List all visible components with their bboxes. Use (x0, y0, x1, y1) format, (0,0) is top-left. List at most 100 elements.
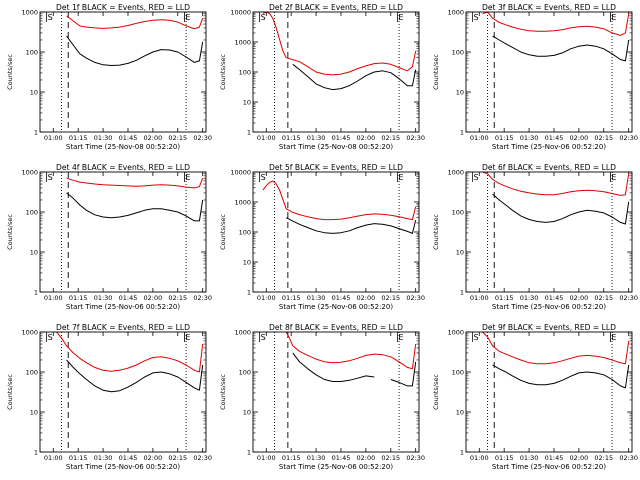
y-tick-label: 1 (247, 288, 251, 296)
y-axis-label: Counts/sec (6, 374, 14, 410)
end-marker-label: E (398, 173, 403, 182)
x-tick-label: 01:00 (470, 134, 489, 142)
y-tick-label: 1 (247, 128, 251, 136)
x-tick-label: 02:30 (406, 294, 425, 302)
x-tick-label: 02:00 (357, 454, 376, 462)
start-marker-label: S (261, 333, 266, 342)
y-tick-label: 1000 (21, 8, 38, 16)
y-axis-label: Counts/sec (6, 214, 14, 250)
x-tick-label: 02:00 (144, 134, 163, 142)
start-marker-label: S (474, 13, 479, 22)
y-tick-label: 1 (460, 128, 464, 136)
chart-title: Det 2f BLACK = Events, RED = LLD (269, 3, 403, 12)
y-axis-label: Counts/sec (219, 374, 227, 410)
start-marker-label: S (48, 13, 53, 22)
lld-series-line (66, 15, 204, 30)
chart-title: Det 6f BLACK = Events, RED = LLD (482, 163, 616, 172)
x-tick-label: 01:30 (307, 134, 326, 142)
start-marker-label: S (474, 173, 479, 182)
y-tick-label: 1000 (21, 168, 38, 176)
x-tick-label: 02:30 (406, 134, 425, 142)
x-tick-label: 01:45 (545, 294, 564, 302)
y-tick-label: 1000 (234, 198, 251, 206)
y-tick-label: 1 (34, 448, 38, 456)
end-marker-label: E (611, 13, 616, 22)
x-tick-label: 01:00 (470, 454, 489, 462)
plot-frame (39, 171, 207, 293)
y-axis-label: Counts/sec (432, 54, 440, 90)
plot-frame (252, 171, 420, 293)
x-tick-label: 02:00 (570, 134, 589, 142)
y-tick-label: 1 (460, 448, 464, 456)
x-tick-label: 01:15 (282, 134, 301, 142)
chart-panel-9: Det 9f BLACK = Events, RED = LLD Counts/s… (432, 323, 638, 471)
plot-frame (252, 11, 420, 133)
x-tick-label: 02:00 (144, 454, 163, 462)
x-tick-label: 01:45 (119, 454, 138, 462)
x-tick-label: 01:45 (545, 454, 564, 462)
x-axis-label: Start Time (25-Nov-06 00:52:20) (66, 463, 180, 471)
x-tick-label: 02:30 (619, 134, 638, 142)
lld-series-line (285, 331, 417, 370)
x-tick-label: 01:15 (282, 294, 301, 302)
lld-series-line (262, 11, 417, 76)
y-tick-label: 10000 (230, 168, 251, 176)
lld-series-line (482, 331, 630, 365)
chart-title: Det 5f BLACK = Events, RED = LLD (269, 163, 403, 172)
y-tick-label: 10000 (230, 8, 251, 16)
x-tick-label: 02:15 (381, 454, 400, 462)
x-tick-label: 02:15 (168, 134, 187, 142)
plot-frame (465, 331, 633, 453)
x-tick-label: 01:45 (119, 294, 138, 302)
chart-title: Det 8f BLACK = Events, RED = LLD (269, 323, 403, 332)
x-tick-label: 01:00 (470, 294, 489, 302)
y-tick-label: 10 (456, 408, 464, 416)
events-series-line (66, 192, 204, 222)
x-axis-label: Start Time (25-Nov-06 00:52:20) (492, 303, 606, 311)
y-tick-label: 1 (247, 448, 251, 456)
x-tick-label: 01:30 (520, 454, 539, 462)
x-tick-label: 01:00 (257, 454, 276, 462)
start-marker-label: S (48, 173, 53, 182)
plot-frame (465, 171, 633, 293)
lld-series-line (482, 11, 630, 36)
x-tick-label: 02:30 (619, 294, 638, 302)
y-tick-label: 1000 (447, 328, 464, 336)
x-tick-label: 01:15 (495, 294, 514, 302)
chart-title: Det 7f BLACK = Events, RED = LLD (56, 323, 190, 332)
events-series-line (492, 35, 630, 62)
lld-series-line (262, 180, 417, 221)
x-tick-label: 02:30 (619, 454, 638, 462)
plot-frame (39, 11, 207, 133)
x-tick-label: 01:15 (69, 134, 88, 142)
x-tick-label: 02:15 (168, 454, 187, 462)
x-axis-label: Start Time (25-Nov-08 00:52:20) (279, 143, 393, 151)
x-axis-label: Start Time (25-Nov-06 00:52:20) (492, 143, 606, 151)
x-tick-label: 02:00 (357, 134, 376, 142)
y-tick-label: 1000 (234, 328, 251, 336)
chart-panel-6: Det 6f BLACK = Events, RED = LLD Counts/s… (432, 163, 638, 311)
start-marker-label: S (261, 13, 266, 22)
chart-title: Det 1f BLACK = Events, RED = LLD (56, 3, 190, 12)
y-tick-label: 1000 (234, 38, 251, 46)
x-tick-label: 02:00 (570, 454, 589, 462)
y-axis-label: Counts/sec (432, 374, 440, 410)
end-marker-label: E (611, 333, 616, 342)
x-tick-label: 02:30 (406, 454, 425, 462)
events-series-line (492, 364, 630, 389)
events-series-line (492, 193, 630, 225)
chart-title: Det 9f BLACK = Events, RED = LLD (482, 323, 616, 332)
x-tick-label: 02:15 (594, 454, 613, 462)
y-axis-label: Counts/sec (219, 214, 227, 250)
y-tick-label: 10 (243, 408, 251, 416)
x-axis-label: Start Time (25-Nov-06 00:52:20) (279, 463, 393, 471)
y-tick-label: 1000 (447, 8, 464, 16)
x-tick-label: 01:45 (332, 454, 351, 462)
y-axis-label: Counts/sec (432, 214, 440, 250)
y-tick-label: 10 (30, 248, 38, 256)
y-tick-label: 100 (26, 368, 38, 376)
x-tick-label: 01:30 (520, 134, 539, 142)
events-series-line (285, 217, 417, 234)
lld-series-line (482, 171, 630, 196)
start-marker-label: S (261, 173, 266, 182)
